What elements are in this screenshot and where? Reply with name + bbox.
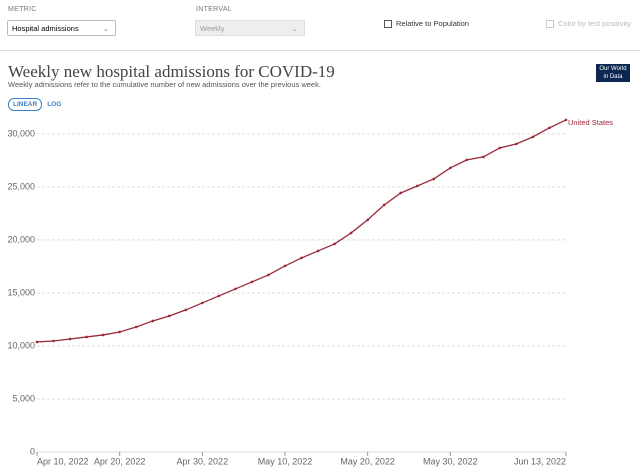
point — [432, 177, 436, 181]
point — [448, 166, 452, 170]
y-tick-label: 25,000 — [7, 181, 35, 191]
point — [382, 203, 386, 207]
point — [283, 264, 287, 268]
series-line — [36, 119, 567, 343]
point — [548, 126, 551, 130]
series-label: United States — [568, 118, 613, 127]
x-tick-label: May 20, 2022 — [340, 456, 395, 466]
point — [167, 314, 171, 318]
point — [349, 231, 353, 235]
x-tick-label: Apr 10, 2022 — [37, 456, 89, 466]
point — [234, 287, 237, 291]
x-tick-label: Jun 13, 2022 — [514, 456, 566, 466]
point — [151, 319, 155, 323]
color-label: Color by test positivity — [558, 19, 631, 28]
point — [498, 146, 502, 150]
point — [316, 249, 320, 253]
x-tick-label: May 30, 2022 — [423, 456, 478, 466]
point — [531, 135, 535, 139]
point — [333, 242, 336, 246]
point — [201, 301, 204, 305]
color-checkbox: Color by test positivity — [546, 19, 631, 28]
metric-select[interactable]: Hospital admissions ⌄ — [7, 20, 116, 36]
point — [101, 333, 105, 337]
point — [515, 142, 518, 146]
point — [35, 340, 39, 344]
point — [300, 256, 303, 260]
point — [564, 118, 568, 122]
y-tick-label: 0 — [30, 446, 35, 456]
x-tick-label: Apr 20, 2022 — [94, 456, 146, 466]
interval-label: INTERVAL — [196, 6, 232, 13]
point — [118, 330, 121, 334]
point — [366, 218, 369, 222]
scale-toggle: LINEAR LOG — [8, 98, 66, 111]
point — [250, 280, 254, 284]
point — [415, 184, 419, 188]
chart-subtitle: Weekly admissions refer to the cumulativ… — [8, 80, 321, 89]
point — [399, 191, 402, 195]
logo-line: in Data — [603, 74, 623, 80]
point — [52, 339, 55, 343]
logo-line: Our World — [599, 66, 627, 72]
y-tick-label: 20,000 — [7, 234, 35, 244]
interval-select[interactable]: Weekly ⌄ — [195, 20, 305, 36]
relative-label: Relative to Population — [396, 19, 469, 28]
interval-value: Weekly — [200, 24, 225, 33]
linear-button[interactable]: LINEAR — [8, 98, 43, 111]
point — [184, 308, 188, 312]
y-tick-label: 5,000 — [12, 393, 35, 403]
metric-label: METRIC — [8, 6, 37, 13]
y-tick-label: 30,000 — [7, 128, 35, 138]
controls: METRIC Hospital admissions ⌄ INTERVAL Wee… — [0, 0, 640, 51]
point — [68, 337, 72, 341]
point — [217, 294, 221, 298]
point — [482, 155, 485, 159]
relative-checkbox[interactable]: Relative to Population — [384, 19, 469, 28]
point — [267, 273, 270, 277]
y-tick-label: 15,000 — [7, 287, 35, 297]
metric-value: Hospital admissions — [12, 24, 79, 33]
x-tick-label: May 10, 2022 — [258, 456, 313, 466]
point — [85, 335, 88, 339]
chart-title: Weekly new hospital admissions for COVID… — [8, 62, 335, 81]
log-button[interactable]: LOG — [47, 101, 62, 108]
logo[interactable]: Our World in Data — [596, 64, 630, 82]
point — [465, 158, 469, 162]
x-tick-label: Apr 30, 2022 — [177, 456, 229, 466]
point — [134, 325, 138, 329]
y-tick-label: 10,000 — [7, 340, 35, 350]
